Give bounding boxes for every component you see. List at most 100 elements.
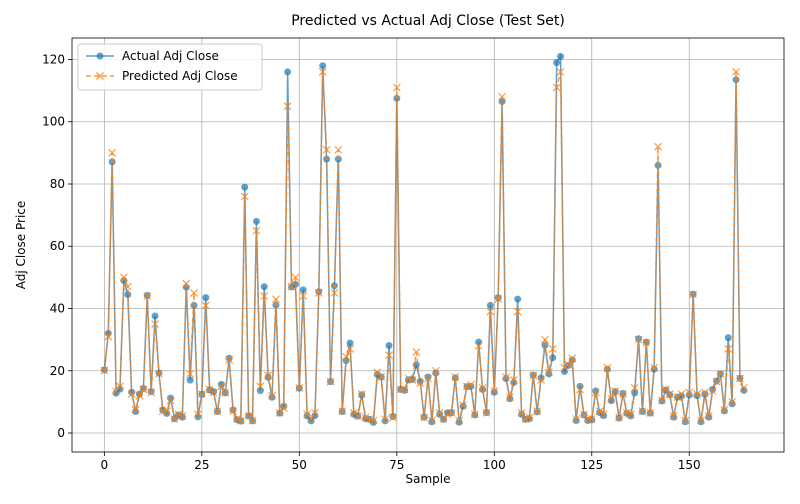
plot-area: [72, 38, 784, 452]
predicted-point: [252, 226, 261, 235]
predicted-point: [704, 411, 713, 420]
x-tick-label: 75: [389, 458, 404, 472]
predicted-point: [330, 289, 339, 297]
predicted-point: [400, 385, 409, 394]
predicted-point: [427, 416, 436, 425]
predicted-point: [229, 407, 237, 416]
legend-marker-actual: [96, 52, 104, 60]
x-tick-label: 100: [483, 458, 506, 472]
y-tick-label: 60: [50, 239, 65, 253]
actual-point: [186, 376, 194, 384]
actual-point: [202, 294, 210, 302]
predicted-point: [182, 279, 191, 288]
chart-title: Predicted vs Actual Adj Close (Test Set): [291, 13, 565, 29]
actual-point: [385, 342, 393, 350]
predicted-point: [307, 415, 315, 423]
predicted-point: [634, 335, 643, 344]
y-tick-label: 100: [42, 115, 65, 129]
actual-point: [545, 370, 553, 378]
predicted-point: [135, 391, 144, 400]
predicted-point: [541, 335, 549, 344]
predicted-point: [482, 408, 491, 417]
actual-point: [124, 290, 132, 298]
legend-label-predicted: Predicted Adj Close: [122, 69, 238, 83]
predicted-point: [626, 410, 635, 419]
predicted-point: [318, 68, 327, 76]
y-tick-label: 80: [50, 177, 65, 191]
actual-point: [381, 417, 389, 425]
legend-marker-predicted: [96, 72, 104, 80]
predicted-point: [260, 292, 269, 300]
predicted-point: [669, 411, 678, 420]
predicted-point: [139, 385, 148, 394]
predicted-point: [213, 407, 222, 416]
y-axis-label: Adj Close Price: [14, 201, 28, 290]
predicted-point: [381, 415, 390, 423]
actual-point: [424, 373, 432, 381]
predicted-point: [342, 352, 351, 361]
predicted-point: [720, 405, 729, 414]
predicted-point: [732, 68, 740, 76]
predicted-point: [447, 408, 456, 417]
predicted-point: [654, 142, 662, 151]
actual-point: [498, 98, 506, 105]
predicted-point: [455, 416, 464, 425]
predicted-point: [498, 92, 507, 101]
predicted-point: [377, 373, 386, 381]
actual-point: [280, 402, 288, 410]
series-predicted: [100, 68, 748, 425]
predicted-point: [190, 289, 198, 297]
actual-point: [553, 59, 561, 67]
actual-point: [479, 385, 487, 393]
predicted-point: [689, 290, 698, 299]
actual-point: [486, 301, 494, 309]
predicted-point: [104, 332, 113, 341]
predicted-point: [322, 145, 331, 154]
y-tick-label: 0: [57, 426, 65, 440]
predicted-point: [408, 376, 417, 385]
predicted-point: [369, 416, 378, 425]
predicted-point: [353, 411, 362, 420]
actual-point: [225, 354, 233, 362]
actual-point: [151, 312, 159, 320]
predicted-point: [505, 393, 514, 402]
y-tick-label: 120: [42, 52, 65, 66]
actual-point: [506, 395, 514, 403]
predicted-point: [459, 401, 468, 409]
predicted-point: [162, 407, 171, 416]
predicted-point: [388, 413, 397, 422]
actual-point: [194, 413, 202, 421]
actual-point: [635, 335, 643, 343]
predicted-point: [392, 83, 401, 92]
x-tick-label: 50: [292, 458, 307, 472]
predicted-point: [739, 383, 748, 392]
actual-point: [572, 417, 580, 425]
predicted-point: [728, 397, 737, 406]
predicted-point: [166, 396, 175, 405]
predicted-point: [197, 390, 206, 399]
predicted-point: [385, 351, 393, 360]
actual-point: [724, 334, 732, 342]
predicted-point: [217, 382, 226, 391]
actual-point: [740, 386, 748, 394]
predicted-point: [517, 408, 526, 417]
actual-point: [677, 392, 685, 400]
actual-point: [670, 413, 678, 421]
predicted-point: [576, 385, 584, 394]
predicted-point: [533, 407, 542, 416]
predicted-point: [287, 282, 296, 291]
predicted-point: [236, 416, 245, 425]
predicted-point: [178, 411, 187, 420]
actual-point: [128, 388, 136, 396]
predicted-point: [291, 273, 300, 282]
predicted-point: [513, 307, 522, 316]
actual-point: [514, 295, 522, 303]
x-axis-label: Sample: [406, 472, 451, 486]
actual-point: [307, 417, 315, 425]
predicted-point: [681, 416, 690, 425]
actual-point: [697, 418, 705, 426]
predicted-point: [119, 273, 128, 282]
actual-point: [284, 68, 292, 76]
